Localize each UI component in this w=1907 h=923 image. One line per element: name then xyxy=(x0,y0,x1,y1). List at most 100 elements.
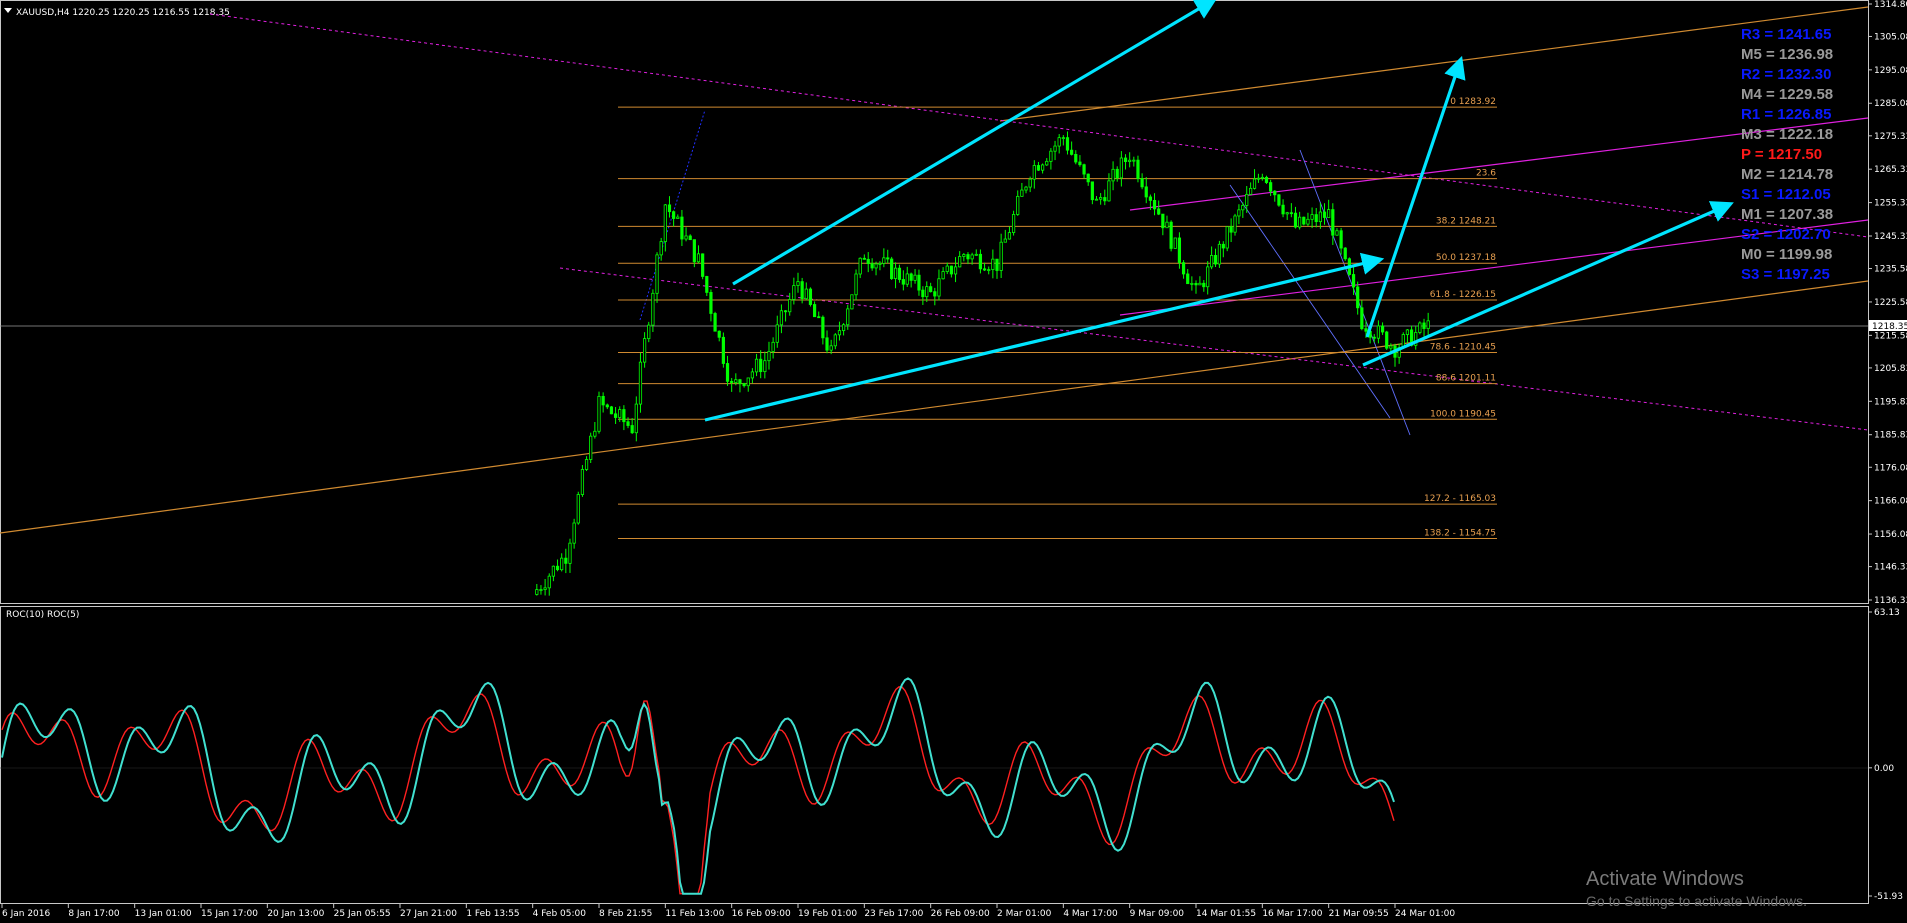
time-tick-label: 13 Jan 01:00 xyxy=(135,909,192,919)
candle-body xyxy=(945,265,949,272)
roc5-line xyxy=(1,677,1395,895)
candle-body xyxy=(1380,325,1385,333)
fib-label: 127.2 - 1165.03 xyxy=(1424,494,1496,504)
candle-body xyxy=(1186,273,1190,285)
candle-body xyxy=(837,330,842,336)
fib-label: 88.6 1201.11 xyxy=(1436,374,1496,384)
pivot-label: R3 = 1241.65 xyxy=(1741,26,1832,43)
candle-body xyxy=(1190,283,1194,285)
pivot-label: P = 1217.50 xyxy=(1741,146,1822,163)
symbol-header: XAUUSD,H4 1220.25 1220.25 1216.55 1218.3… xyxy=(16,8,230,18)
candle-body xyxy=(792,285,796,300)
pivot-label: M1 = 1207.38 xyxy=(1741,206,1833,223)
time-tick-label: 23 Feb 17:00 xyxy=(864,909,923,919)
candle-body xyxy=(862,257,866,260)
candle-body xyxy=(580,469,585,495)
candle-body xyxy=(688,235,692,241)
candle-body xyxy=(1036,165,1041,171)
roc-tick-label: 63.13 xyxy=(1874,608,1900,618)
candle-body xyxy=(808,288,813,305)
candle-body xyxy=(1249,187,1253,195)
candle-body xyxy=(1078,161,1082,166)
candle-body xyxy=(1322,211,1327,218)
candle-body xyxy=(568,542,572,564)
candle-body xyxy=(1057,137,1061,147)
candle-body xyxy=(1285,212,1289,215)
candle-body xyxy=(609,406,614,415)
pivot-label: S1 = 1212.05 xyxy=(1741,186,1831,203)
price-tick-label: 1275.33 xyxy=(1874,132,1907,142)
candle-body xyxy=(788,299,792,313)
candle-body xyxy=(564,557,568,564)
candle-body xyxy=(882,257,886,264)
candle-body xyxy=(1414,332,1418,346)
candle-body xyxy=(870,263,874,269)
candle-body xyxy=(1128,159,1132,162)
candle-body xyxy=(1306,218,1310,225)
price-tick-label: 1305.08 xyxy=(1874,32,1907,42)
candle-body xyxy=(746,377,750,387)
candle-body xyxy=(535,589,539,595)
candle-body xyxy=(1107,180,1111,202)
price-tick-label: 1225.58 xyxy=(1874,298,1907,308)
candle-body xyxy=(1177,237,1182,264)
candle-body xyxy=(667,204,672,213)
candle-body xyxy=(1372,336,1376,339)
candle-body xyxy=(821,316,825,339)
time-tick-label: 20 Jan 13:00 xyxy=(267,909,324,919)
candle-body xyxy=(1405,329,1410,335)
fib-label: 78.6 - 1210.45 xyxy=(1430,342,1496,352)
menu-triangle-icon[interactable] xyxy=(4,8,12,13)
candle-body xyxy=(572,522,576,544)
candle-body xyxy=(734,379,738,383)
candle-body xyxy=(696,253,701,263)
candle-body xyxy=(1049,150,1053,162)
price-tick-label: 1235.58 xyxy=(1874,265,1907,275)
candle-body xyxy=(738,379,742,384)
pivot-label: M2 = 1214.78 xyxy=(1741,166,1833,183)
candle-body xyxy=(1213,255,1218,265)
candle-body xyxy=(1181,262,1186,275)
time-tick-label: 8 Feb 21:55 xyxy=(599,909,652,919)
time-tick-label: 9 Mar 09:00 xyxy=(1130,909,1185,919)
candle-body xyxy=(1003,238,1007,243)
time-axis: 6 Jan 2016 8 Jan 17:00 13 Jan 01:00 15 Jan … xyxy=(1,904,1455,919)
candle-body xyxy=(1339,230,1343,249)
candle-body xyxy=(858,257,862,275)
pivot-label: S3 = 1197.25 xyxy=(1741,266,1830,283)
candle-body xyxy=(966,254,970,260)
price-tick-label: 1146.33 xyxy=(1874,563,1907,573)
price-tick-label: 1265.33 xyxy=(1874,165,1907,175)
candle-body xyxy=(684,235,688,240)
candle-body xyxy=(929,286,933,293)
indicator-frame xyxy=(0,606,1869,904)
candle-body xyxy=(866,258,870,265)
candle-body xyxy=(783,310,788,313)
candle-body xyxy=(713,313,717,332)
candle-body xyxy=(717,330,721,338)
candle-body xyxy=(651,292,655,326)
candle-body xyxy=(991,258,995,270)
fib-label: 38.2 1248.21 xyxy=(1436,216,1496,226)
candle-body xyxy=(647,324,651,339)
candle-body xyxy=(1327,209,1331,218)
candle-body xyxy=(897,267,902,280)
candle-body xyxy=(833,334,837,347)
candle-body xyxy=(962,254,966,257)
fib-label: 23.6 xyxy=(1476,169,1496,179)
candle-body xyxy=(878,262,882,265)
candle-body xyxy=(953,266,958,275)
candle-body xyxy=(913,274,917,281)
magenta-dotted-lower xyxy=(559,267,1869,431)
time-tick-label: 21 Mar 09:55 xyxy=(1329,909,1389,919)
candle-body xyxy=(709,292,713,314)
candle-body xyxy=(886,257,890,260)
candle-body xyxy=(1123,157,1128,162)
candle-body xyxy=(1115,168,1119,179)
candle-body xyxy=(1277,194,1281,206)
candle-body xyxy=(1061,137,1065,140)
candle-body xyxy=(1269,182,1273,192)
indicator-header: ROC(10) ROC(5) xyxy=(6,610,79,620)
candle-body xyxy=(725,363,730,382)
